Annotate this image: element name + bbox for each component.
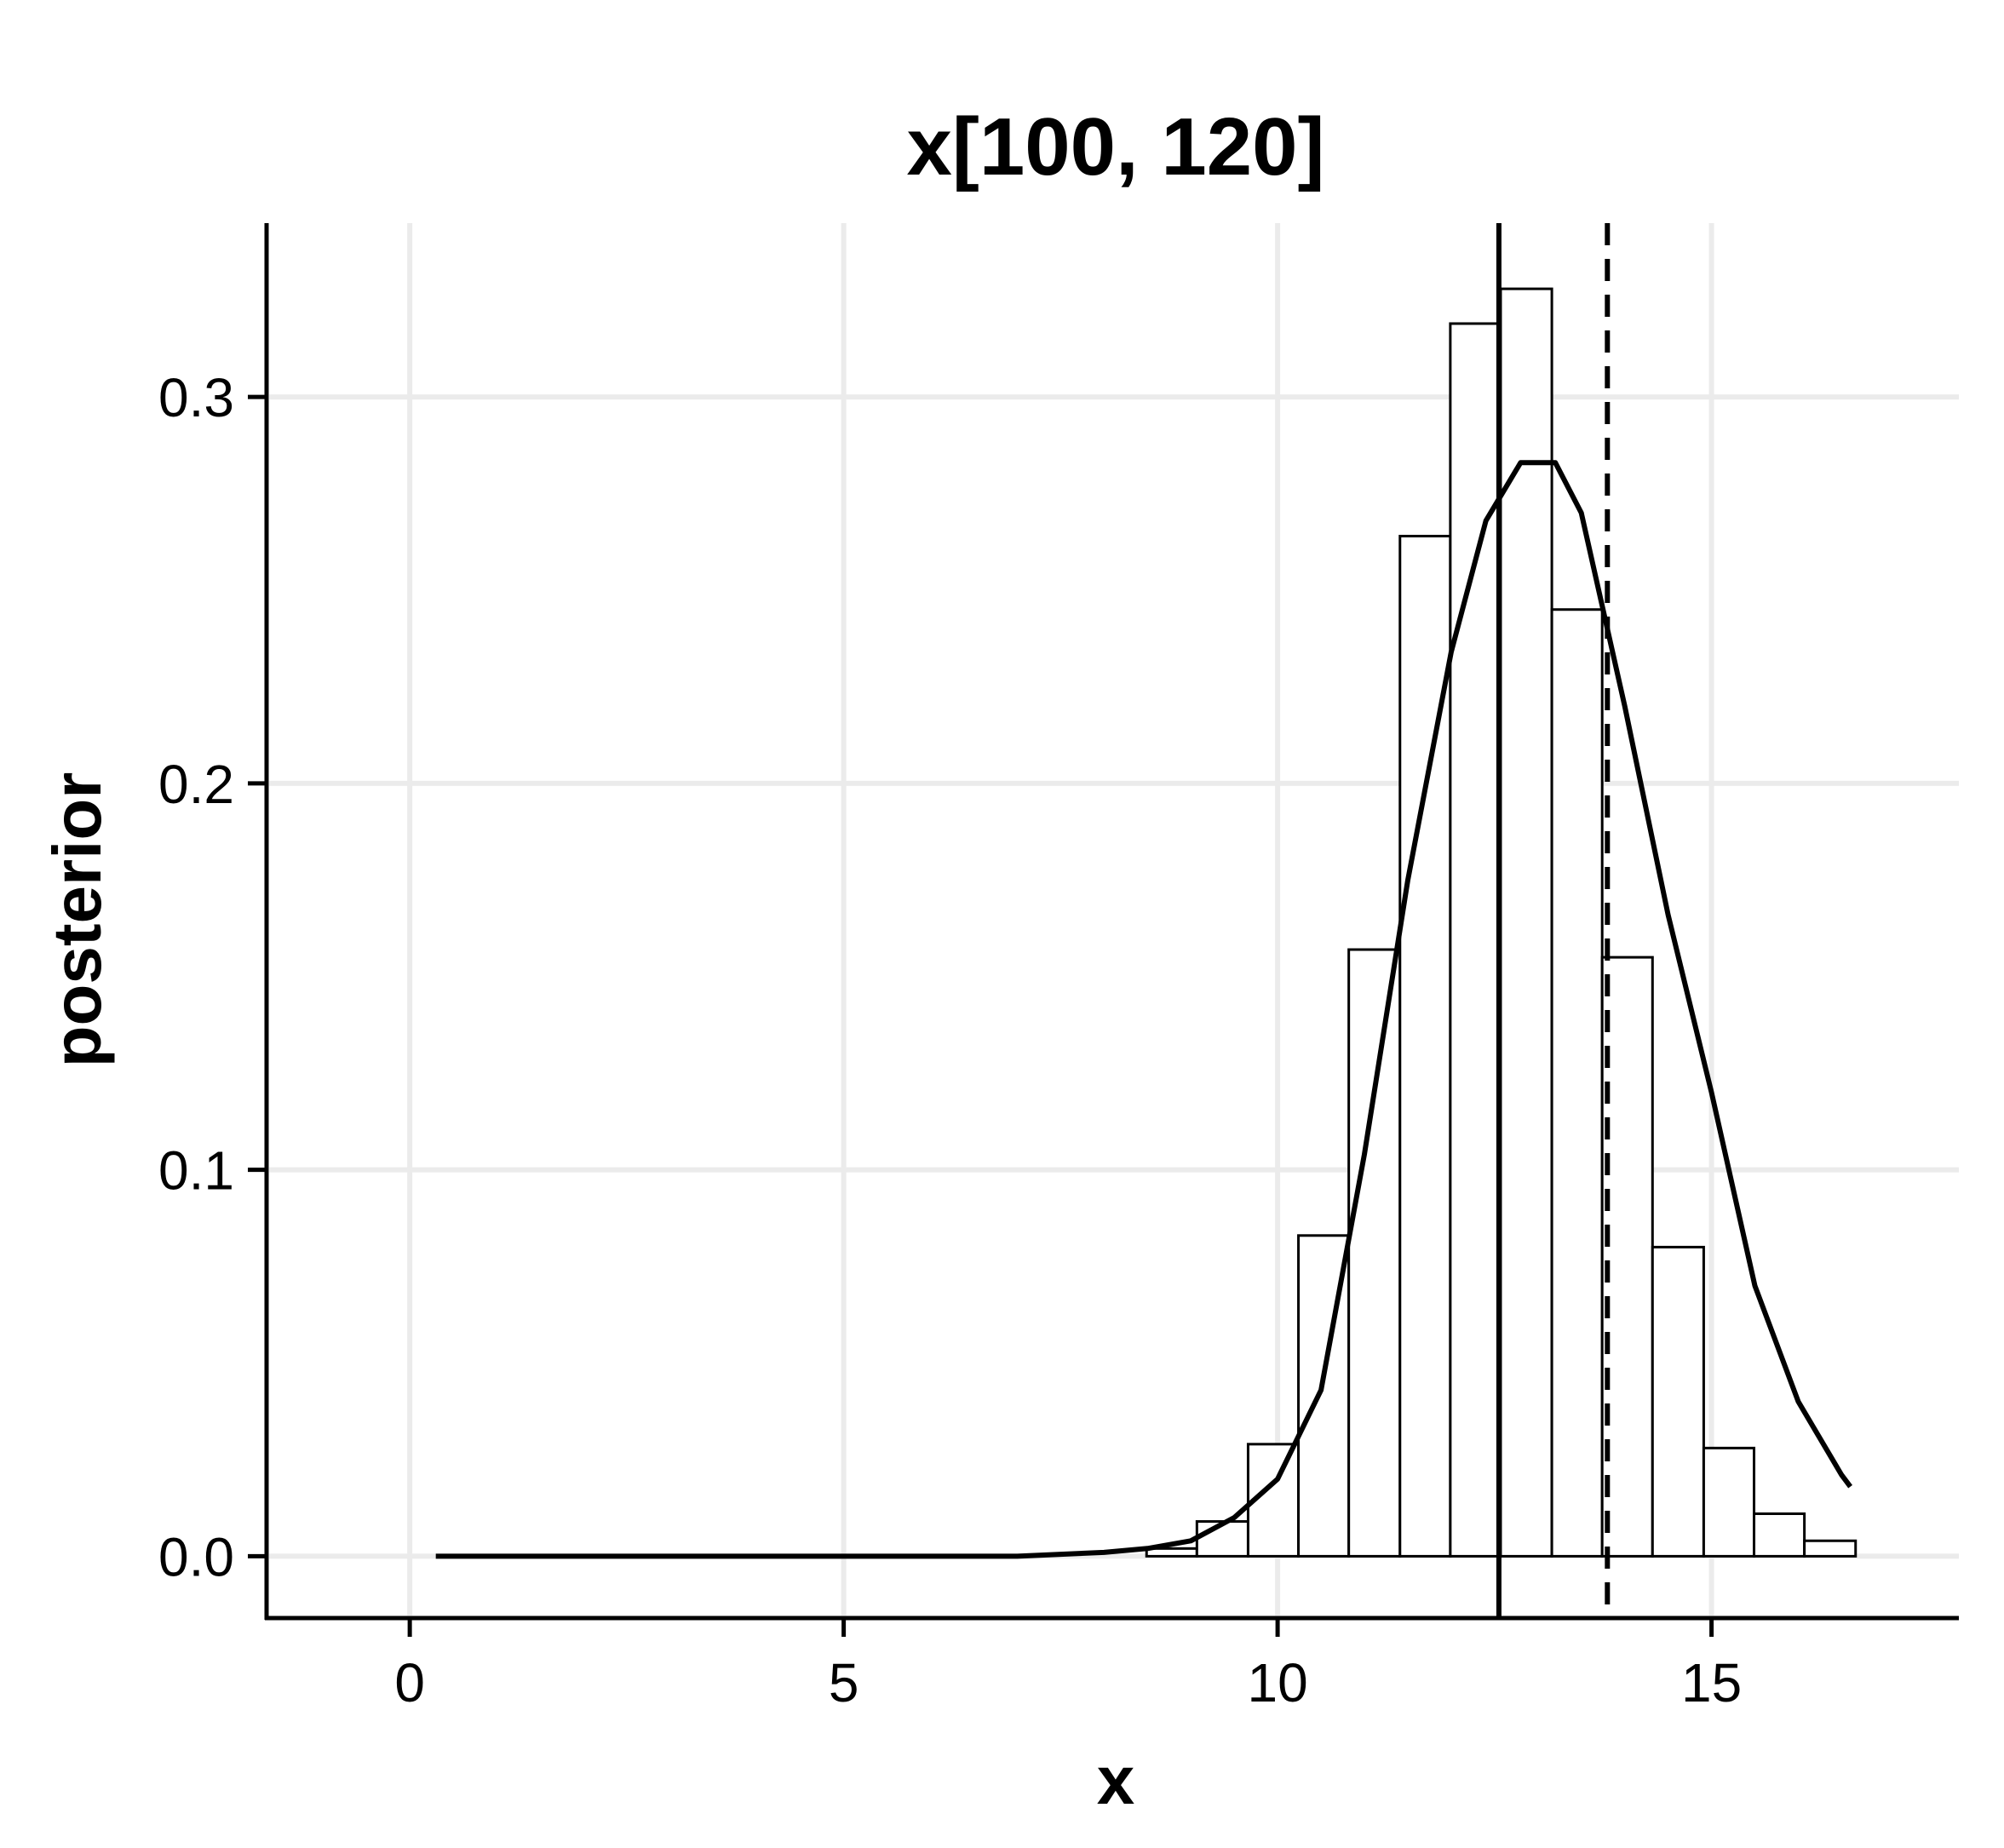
density-curve-0 [435, 460, 1853, 1559]
histogram-bar-11 [1702, 1446, 1756, 1558]
histogram-bar-13 [1803, 1539, 1858, 1558]
histogram-bar-12 [1753, 1512, 1806, 1558]
x-tick-label-0: 0 [394, 1652, 425, 1713]
reference-lines [1496, 223, 1611, 1618]
x-tick-label-3: 15 [1681, 1652, 1742, 1713]
x-tick-label-1: 5 [829, 1652, 859, 1713]
density-curve-layer [435, 460, 1853, 1559]
histogram-bar-10 [1651, 1245, 1705, 1558]
y-tick-label-1: 0.1 [158, 1140, 234, 1202]
tick-marks [248, 394, 1714, 1637]
y-tick-label-3: 0.3 [158, 367, 234, 428]
histogram-bar-4 [1347, 948, 1402, 1558]
y-tick-label-2: 0.2 [158, 754, 234, 815]
y-axis-title: posterior [39, 772, 115, 1068]
x-tick-label-2: 10 [1248, 1652, 1308, 1713]
grid-layer [269, 223, 1959, 1616]
chart-title: x[100, 120] [906, 101, 1324, 192]
histogram-bar-8 [1550, 608, 1604, 1558]
histogram-bar-9 [1600, 956, 1654, 1558]
axes [264, 223, 1959, 1621]
tick-labels: 0 5 10 15 0.0 0.1 0.2 0.3 [158, 367, 1742, 1713]
x-axis-title: x [1097, 1742, 1135, 1818]
y-tick-label-0: 0.0 [158, 1526, 234, 1587]
